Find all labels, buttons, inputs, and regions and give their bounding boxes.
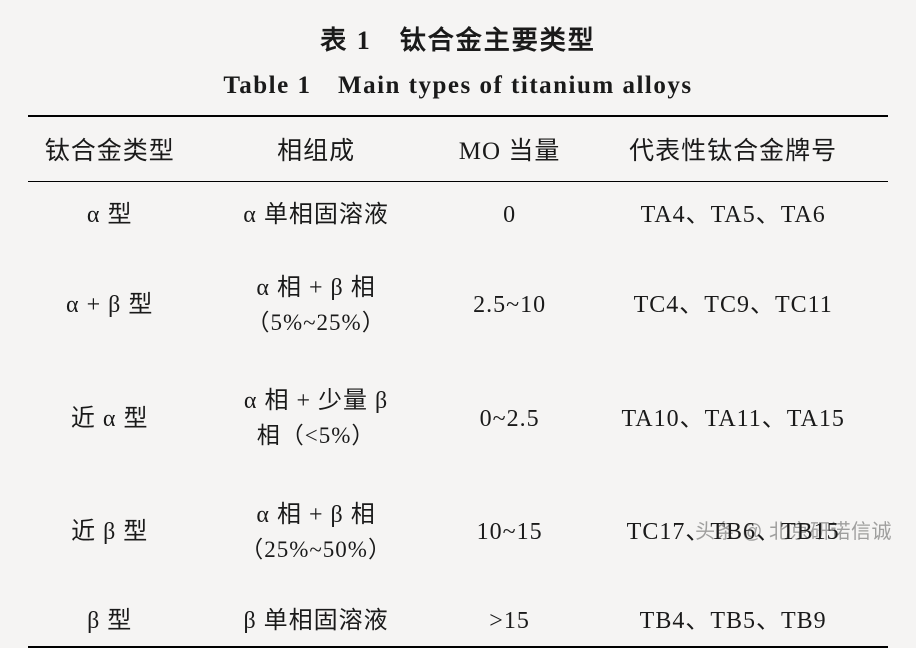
table-row: α + β 型 α 相 + β 相（5%~25%） 2.5~10 TC4、TC9… — [28, 249, 888, 363]
cell-mo: >15 — [441, 590, 579, 648]
col-header-composition: 相组成 — [191, 116, 440, 182]
cell-grades: TB4、TB5、TB9 — [578, 590, 888, 648]
table-row: α 型 α 单相固溶液 0 TA4、TA5、TA6 — [28, 182, 888, 249]
cell-grades: TC4、TC9、TC11 — [578, 249, 888, 363]
cell-type: 近 α 型 — [28, 362, 191, 476]
col-header-mo: MO 当量 — [441, 116, 579, 182]
cell-mo: 0 — [441, 182, 579, 249]
watermark-text: 头条 @ 北京研诺信诚 — [695, 515, 892, 544]
cell-composition: α 相 + β 相（25%~50%） — [191, 476, 440, 590]
table-row: β 型 β 单相固溶液 >15 TB4、TB5、TB9 — [28, 590, 888, 648]
table-caption-en: Table 1 Main types of titanium alloys — [28, 65, 888, 101]
cell-type: α 型 — [28, 182, 191, 249]
alloy-types-table: 钛合金类型 相组成 MO 当量 代表性钛合金牌号 α 型 α 单相固溶液 0 T… — [28, 115, 888, 648]
cell-grades: TA4、TA5、TA6 — [578, 182, 888, 249]
cell-type: β 型 — [28, 590, 191, 648]
cell-type: α + β 型 — [28, 249, 191, 363]
col-header-grades: 代表性钛合金牌号 — [578, 116, 888, 182]
cell-composition: α 相 + β 相（5%~25%） — [191, 249, 440, 363]
table-header-row: 钛合金类型 相组成 MO 当量 代表性钛合金牌号 — [28, 116, 888, 182]
cell-composition: β 单相固溶液 — [191, 590, 440, 648]
table-caption-cn: 表 1 钛合金主要类型 — [28, 20, 888, 57]
col-header-type: 钛合金类型 — [28, 116, 191, 182]
cell-grades: TA10、TA11、TA15 — [578, 362, 888, 476]
cell-mo: 0~2.5 — [441, 362, 579, 476]
cell-mo: 10~15 — [441, 476, 579, 590]
cell-type: 近 β 型 — [28, 476, 191, 590]
cell-composition: α 单相固溶液 — [191, 182, 440, 249]
cell-composition: α 相 + 少量 β相（<5%） — [191, 362, 440, 476]
table-row: 近 α 型 α 相 + 少量 β相（<5%） 0~2.5 TA10、TA11、T… — [28, 362, 888, 476]
cell-mo: 2.5~10 — [441, 249, 579, 363]
